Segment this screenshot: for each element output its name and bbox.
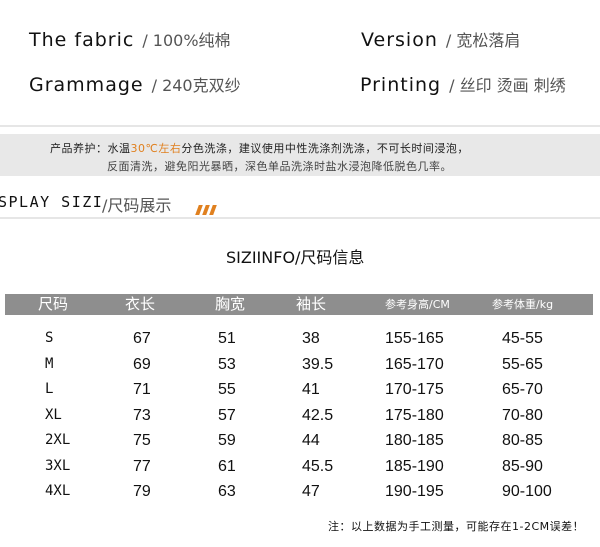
table-cell: 77 bbox=[133, 457, 151, 475]
table-cell: 39.5 bbox=[302, 355, 334, 373]
table-cell: S bbox=[45, 330, 54, 346]
table-cell: 180-185 bbox=[385, 432, 444, 449]
spec-version: Version / 宽松落肩 bbox=[361, 27, 520, 51]
spec-value: / 丝印 烫画 刺绣 bbox=[449, 76, 566, 95]
table-cell: 79 bbox=[133, 483, 151, 500]
table-cell: 185-190 bbox=[385, 457, 444, 475]
section-title-cn: /尺码展示 bbox=[102, 196, 172, 215]
table-cell: 85-90 bbox=[502, 457, 543, 475]
spec-printing: Printing / 丝印 烫画 刺绣 bbox=[360, 72, 566, 96]
table-cell: 63 bbox=[218, 483, 236, 500]
header-sleeve: 袖长 bbox=[296, 295, 327, 313]
table-cell: 70-80 bbox=[502, 406, 543, 424]
table-cell: 90-100 bbox=[502, 483, 552, 500]
header-size: 尺码 bbox=[38, 295, 69, 313]
divider bbox=[0, 217, 600, 219]
spec-label: Grammage bbox=[29, 74, 144, 96]
table-cell: 55 bbox=[218, 381, 236, 398]
table-cell: 3XL bbox=[45, 457, 71, 474]
table-cell: 175-180 bbox=[385, 406, 444, 424]
table-cell: 42.5 bbox=[302, 406, 334, 424]
table-cell: XL bbox=[45, 406, 62, 423]
table-cell: 53 bbox=[218, 355, 236, 373]
table-cell: 2XL bbox=[45, 432, 71, 448]
table-cell: 4XL bbox=[45, 483, 71, 499]
spec-value: / 240克双纱 bbox=[151, 76, 241, 95]
spec-value: / 100%纯棉 bbox=[142, 31, 231, 50]
table-cell: 65-70 bbox=[502, 381, 543, 398]
table-cell: 75 bbox=[133, 432, 151, 449]
table-cell: 41 bbox=[302, 381, 320, 398]
table-cell: 71 bbox=[133, 381, 151, 398]
header-height: 参考身高/CM bbox=[385, 298, 450, 311]
table-cell: 69 bbox=[133, 355, 151, 373]
table-cell: M bbox=[45, 355, 54, 372]
care-line-1: 产品养护：水温30℃左右分色洗涤，建议使用中性洗涤剂洗涤，不可长时间浸泡， bbox=[50, 140, 469, 156]
header-weight: 参考体重/kg bbox=[492, 298, 554, 311]
spec-label: Version bbox=[361, 29, 438, 51]
spec-fabric: The fabric / 100%纯棉 bbox=[29, 27, 231, 51]
table-cell: 55-65 bbox=[502, 355, 543, 373]
table-cell: 47 bbox=[302, 483, 320, 500]
table-cell: 59 bbox=[218, 432, 236, 449]
measurement-note: 注：以上数据为手工测量，可能存在1-2CM误差！ bbox=[328, 520, 585, 533]
care-highlight: 30℃左右 bbox=[130, 142, 182, 155]
table-cell: 80-85 bbox=[502, 432, 543, 449]
table-cell: 165-170 bbox=[385, 355, 444, 373]
spec-grammage: Grammage / 240克双纱 bbox=[29, 72, 241, 96]
table-cell: 38 bbox=[302, 330, 320, 347]
header-chest: 胸宽 bbox=[215, 295, 246, 313]
spec-label: Printing bbox=[360, 74, 442, 96]
divider bbox=[0, 125, 600, 127]
table-cell: 44 bbox=[302, 432, 320, 449]
table-cell: 73 bbox=[133, 406, 151, 424]
table-cell: 67 bbox=[133, 330, 151, 347]
size-table-header: 尺码 衣长 胸宽 袖长 参考身高/CM 参考体重/kg bbox=[5, 294, 593, 315]
section-title-en: SPLAY SIZI bbox=[0, 193, 104, 211]
header-length: 衣长 bbox=[125, 295, 156, 313]
table-cell: 155-165 bbox=[385, 330, 444, 347]
table-cell: 61 bbox=[218, 457, 236, 475]
care-instructions: 产品养护：水温30℃左右分色洗涤，建议使用中性洗涤剂洗涤，不可长时间浸泡， 反面… bbox=[0, 134, 600, 176]
table-cell: 57 bbox=[218, 406, 236, 424]
care-rest: 分色洗涤，建议使用中性洗涤剂洗涤，不可长时间浸泡， bbox=[181, 142, 469, 155]
table-cell: L bbox=[45, 381, 54, 397]
table-cell: 51 bbox=[218, 330, 236, 347]
table-cell: 190-195 bbox=[385, 483, 444, 500]
table-cell: 170-175 bbox=[385, 381, 444, 398]
spec-value: / 宽松落肩 bbox=[445, 31, 521, 50]
table-cell: 45.5 bbox=[302, 457, 334, 475]
spec-label: The fabric bbox=[29, 29, 135, 51]
care-line-2: 反面清洗，避免阳光暴晒，深色单品洗涤时盐水浸泡降低脱色几率。 bbox=[107, 160, 452, 173]
size-table-title: SIZIINFO/尺码信息 bbox=[226, 248, 365, 267]
care-prefix: 产品养护：水温 bbox=[50, 142, 131, 155]
table-cell: 45-55 bbox=[502, 330, 543, 347]
